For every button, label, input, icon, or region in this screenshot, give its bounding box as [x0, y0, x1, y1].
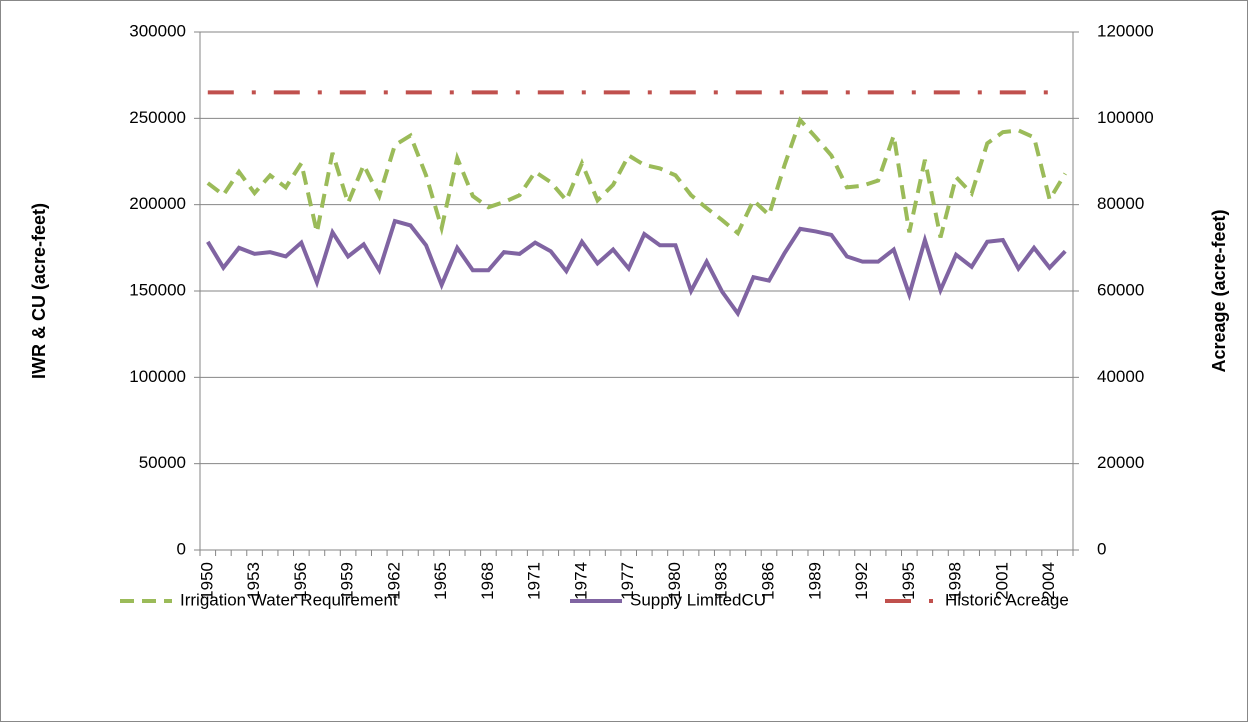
x-tick-label: 1974	[571, 562, 590, 600]
x-tick-label: 1980	[665, 562, 684, 600]
x-tick-label: 1995	[899, 562, 918, 600]
y2-axis-title: Acreage (acre-feet)	[1209, 209, 1229, 372]
x-tick-label: 1953	[244, 562, 263, 600]
x-tick-label: 1959	[338, 562, 357, 600]
y2-tick-label: 60000	[1097, 280, 1144, 299]
x-tick-label: 1962	[384, 562, 403, 600]
x-tick-label: 2001	[992, 562, 1011, 600]
x-tick-label: 1992	[852, 562, 871, 600]
legend-label: Supply LimitedCU	[630, 590, 766, 609]
x-tick-label: 1968	[478, 562, 497, 600]
x-tick-label: 1956	[291, 562, 310, 600]
y2-tick-label: 80000	[1097, 194, 1144, 213]
x-tick-label: 2004	[1039, 562, 1058, 600]
series-line	[206, 116, 1067, 238]
series-line	[206, 218, 1067, 318]
y-tick-label: 100000	[129, 367, 186, 386]
x-tick-label: 1989	[805, 562, 824, 600]
x-tick-label: 1986	[758, 562, 777, 600]
y-axis-title: IWR & CU (acre-feet)	[29, 203, 49, 379]
x-tick-label: 1971	[525, 562, 544, 600]
x-tick-label: 1998	[946, 562, 965, 600]
y2-tick-label: 120000	[1097, 21, 1154, 40]
y2-tick-label: 20000	[1097, 453, 1144, 472]
y2-tick-label: 0	[1097, 539, 1106, 558]
legend-label: Irrigation Water Requirement	[180, 590, 398, 609]
y-tick-label: 300000	[129, 21, 186, 40]
y2-tick-label: 40000	[1097, 367, 1144, 386]
y-tick-label: 50000	[139, 453, 186, 472]
x-tick-label: 1950	[197, 562, 216, 600]
x-tick-label: 1977	[618, 562, 637, 600]
y-tick-label: 250000	[129, 108, 186, 127]
x-tick-label: 1965	[431, 562, 450, 600]
y2-tick-label: 100000	[1097, 108, 1154, 127]
legend-label: Historic Acreage	[945, 590, 1069, 609]
y-tick-label: 200000	[129, 194, 186, 213]
x-tick-label: 1983	[712, 562, 731, 600]
y-tick-label: 0	[177, 539, 186, 558]
y-tick-label: 150000	[129, 280, 186, 299]
